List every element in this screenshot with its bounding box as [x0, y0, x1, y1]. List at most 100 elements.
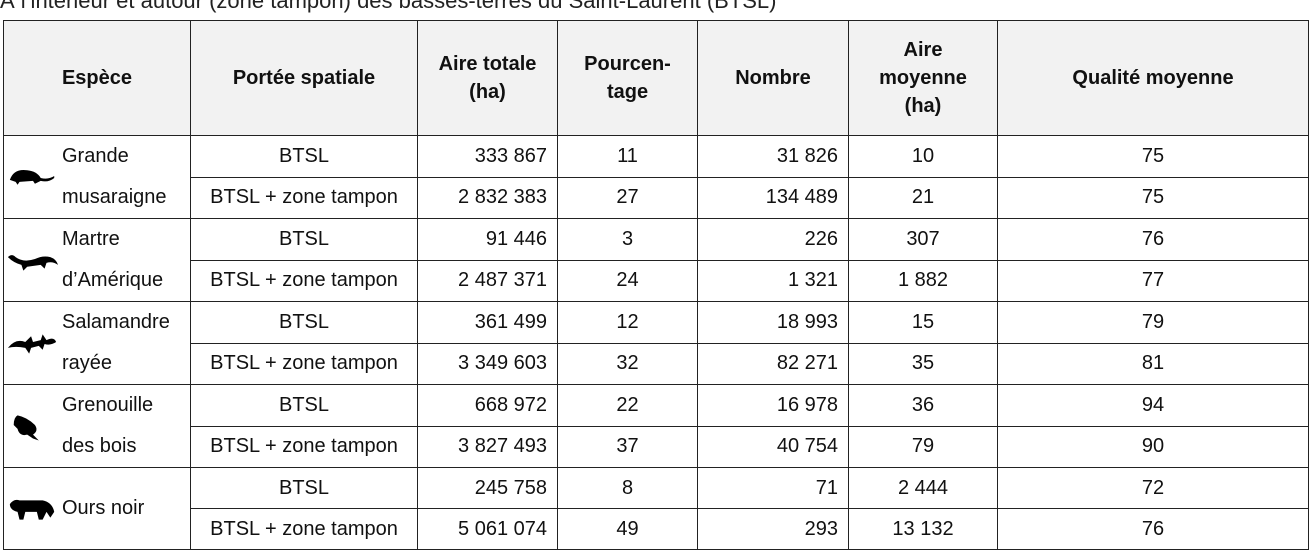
species-name: Grenouille des bois	[62, 394, 154, 457]
species-cell: Grenouille des bois	[3, 384, 191, 468]
species: Ours noir	[4, 488, 190, 529]
cell: 72	[997, 467, 1309, 509]
cell: 75	[997, 176, 1309, 219]
header-cell: Portée spatiale	[190, 20, 418, 136]
cell: 226	[697, 218, 849, 261]
cell: 307	[848, 218, 998, 261]
cell: BTSL + zone tampon	[190, 176, 418, 219]
cell: 3	[557, 218, 698, 261]
animal-icon	[9, 169, 55, 185]
cell: 3 827 493	[417, 425, 558, 468]
header-cell: Espèce	[3, 20, 191, 136]
table-row: Martre d’Amérique BTSL 91 446 3 226 307 76	[3, 218, 1309, 302]
cell: 22	[557, 384, 698, 427]
cell: 77	[997, 259, 1309, 302]
cell: 10	[848, 135, 998, 178]
species-cell: Ours noir	[3, 467, 191, 550]
header-row: Espèce Portée spatiale Aire totale (ha) Pou…	[3, 20, 1309, 136]
caption: À l’intérieur et autour (zone tampon) de…	[0, 0, 777, 13]
cell: 94	[997, 384, 1309, 427]
cell: 35	[848, 342, 998, 385]
cell: 13 132	[848, 508, 998, 550]
table-row: BTSL + zone tampon 2 487 371 24 1 321 1 882 7…	[4, 259, 1309, 302]
table-row: BTSL + zone tampon 3 827 493 37 40 754 79 90	[4, 425, 1309, 468]
species-cell: Salamandre rayée	[3, 301, 191, 385]
cell: 79	[848, 425, 998, 468]
header-cell: Aire moyenne (ha)	[848, 20, 998, 136]
cell: 32	[557, 342, 698, 385]
cell: 90	[997, 425, 1309, 468]
species: Martre d’Amérique	[4, 219, 190, 301]
cell: 1 321	[697, 259, 849, 302]
table: Espèce Portée spatiale Aire totale (ha) Pou…	[3, 20, 1309, 550]
cell: 82 271	[697, 342, 849, 385]
header-cell: Nombre	[697, 20, 849, 136]
cell: 361 499	[417, 301, 558, 344]
table-row: Grande musaraigne BTSL 333 867 11 31 826 10 75	[3, 135, 1309, 219]
header-cell: Aire totale (ha)	[417, 20, 558, 136]
table-row: Grenouille des bois BTSL 668 972 22 16 978 36…	[3, 384, 1309, 468]
cell: 76	[997, 508, 1309, 550]
cell: 134 489	[697, 176, 849, 219]
cell: 2 487 371	[417, 259, 558, 302]
cell: BTSL + zone tampon	[190, 259, 418, 302]
animal-icon	[13, 415, 39, 441]
cell: 91 446	[417, 218, 558, 261]
species-cell: Martre d’Amérique	[3, 218, 191, 302]
species-name: Ours noir	[62, 497, 145, 519]
species: Grande musaraigne	[4, 136, 190, 218]
cell: BTSL + zone tampon	[190, 342, 418, 385]
cell: 333 867	[417, 135, 558, 178]
species-name: Salamandre rayée	[62, 311, 170, 374]
table-row: Ours noir BTSL 245 758 8 71 2 444 72	[3, 467, 1309, 550]
cell: 18 993	[697, 301, 849, 344]
cell: 12	[557, 301, 698, 344]
table-row: BTSL + zone tampon 2 832 383 27 134 489 21 75	[4, 176, 1309, 219]
animal-icon	[7, 334, 57, 354]
cell: BTSL	[190, 218, 418, 261]
species-name: Grande musaraigne	[62, 145, 167, 208]
cell: 1 882	[848, 259, 998, 302]
species-icon	[4, 411, 62, 441]
species-icon	[4, 162, 62, 192]
cell: 11	[557, 135, 698, 178]
table-row: BTSL + zone tampon 5 061 074 49 293 13 132 76	[4, 508, 1309, 550]
species: Grenouille des bois	[4, 385, 190, 467]
animal-icon	[9, 499, 55, 520]
cell: 79	[997, 301, 1309, 344]
cell: 71	[697, 467, 849, 509]
cell: 16 978	[697, 384, 849, 427]
species-icon	[4, 245, 62, 275]
cell: BTSL + zone tampon	[190, 508, 418, 550]
species-icon	[4, 494, 62, 524]
cell: 75	[997, 135, 1309, 178]
cell: 3 349 603	[417, 342, 558, 385]
cell: 76	[997, 218, 1309, 261]
cell: 293	[697, 508, 849, 550]
cell: 31 826	[697, 135, 849, 178]
cell: 36	[848, 384, 998, 427]
cell: 245 758	[417, 467, 558, 509]
animal-icon	[7, 255, 59, 271]
cell: 81	[997, 342, 1309, 385]
cell: 5 061 074	[417, 508, 558, 550]
cell: 668 972	[417, 384, 558, 427]
cell: 27	[557, 176, 698, 219]
cell: 15	[848, 301, 998, 344]
header-cell: Qualité moyenne	[997, 20, 1309, 136]
table-row: Salamandre rayée BTSL 361 499 12 18 993 15 79	[3, 301, 1309, 385]
cell: BTSL	[190, 384, 418, 427]
species-icon	[4, 328, 62, 358]
species-cell: Grande musaraigne	[3, 135, 191, 219]
cell: 40 754	[697, 425, 849, 468]
cell: BTSL	[190, 467, 418, 509]
cell: 37	[557, 425, 698, 468]
species-name: Martre d’Amérique	[62, 228, 164, 291]
species: Salamandre rayée	[4, 302, 190, 384]
cell: 21	[848, 176, 998, 219]
cell: BTSL + zone tampon	[190, 425, 418, 468]
cell: 49	[557, 508, 698, 550]
cell: 2 832 383	[417, 176, 558, 219]
header-cell: Pourcen-tage	[557, 20, 698, 136]
